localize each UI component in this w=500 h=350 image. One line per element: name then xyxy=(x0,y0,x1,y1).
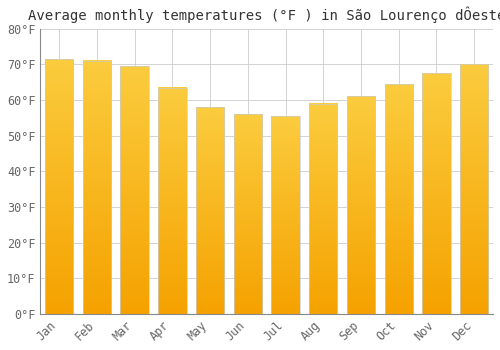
Bar xyxy=(120,66,149,314)
Bar xyxy=(460,64,488,314)
Bar xyxy=(384,84,413,314)
Bar xyxy=(272,116,299,314)
Bar xyxy=(347,97,375,314)
Bar xyxy=(83,61,111,314)
Title: Average monthly temperatures (°F ) in São Lourenço dÔeste: Average monthly temperatures (°F ) in Sã… xyxy=(28,7,500,23)
Bar xyxy=(234,114,262,314)
Bar xyxy=(158,88,186,314)
Bar xyxy=(196,107,224,314)
Bar xyxy=(45,59,74,314)
Bar xyxy=(422,74,450,314)
Bar xyxy=(309,104,338,314)
